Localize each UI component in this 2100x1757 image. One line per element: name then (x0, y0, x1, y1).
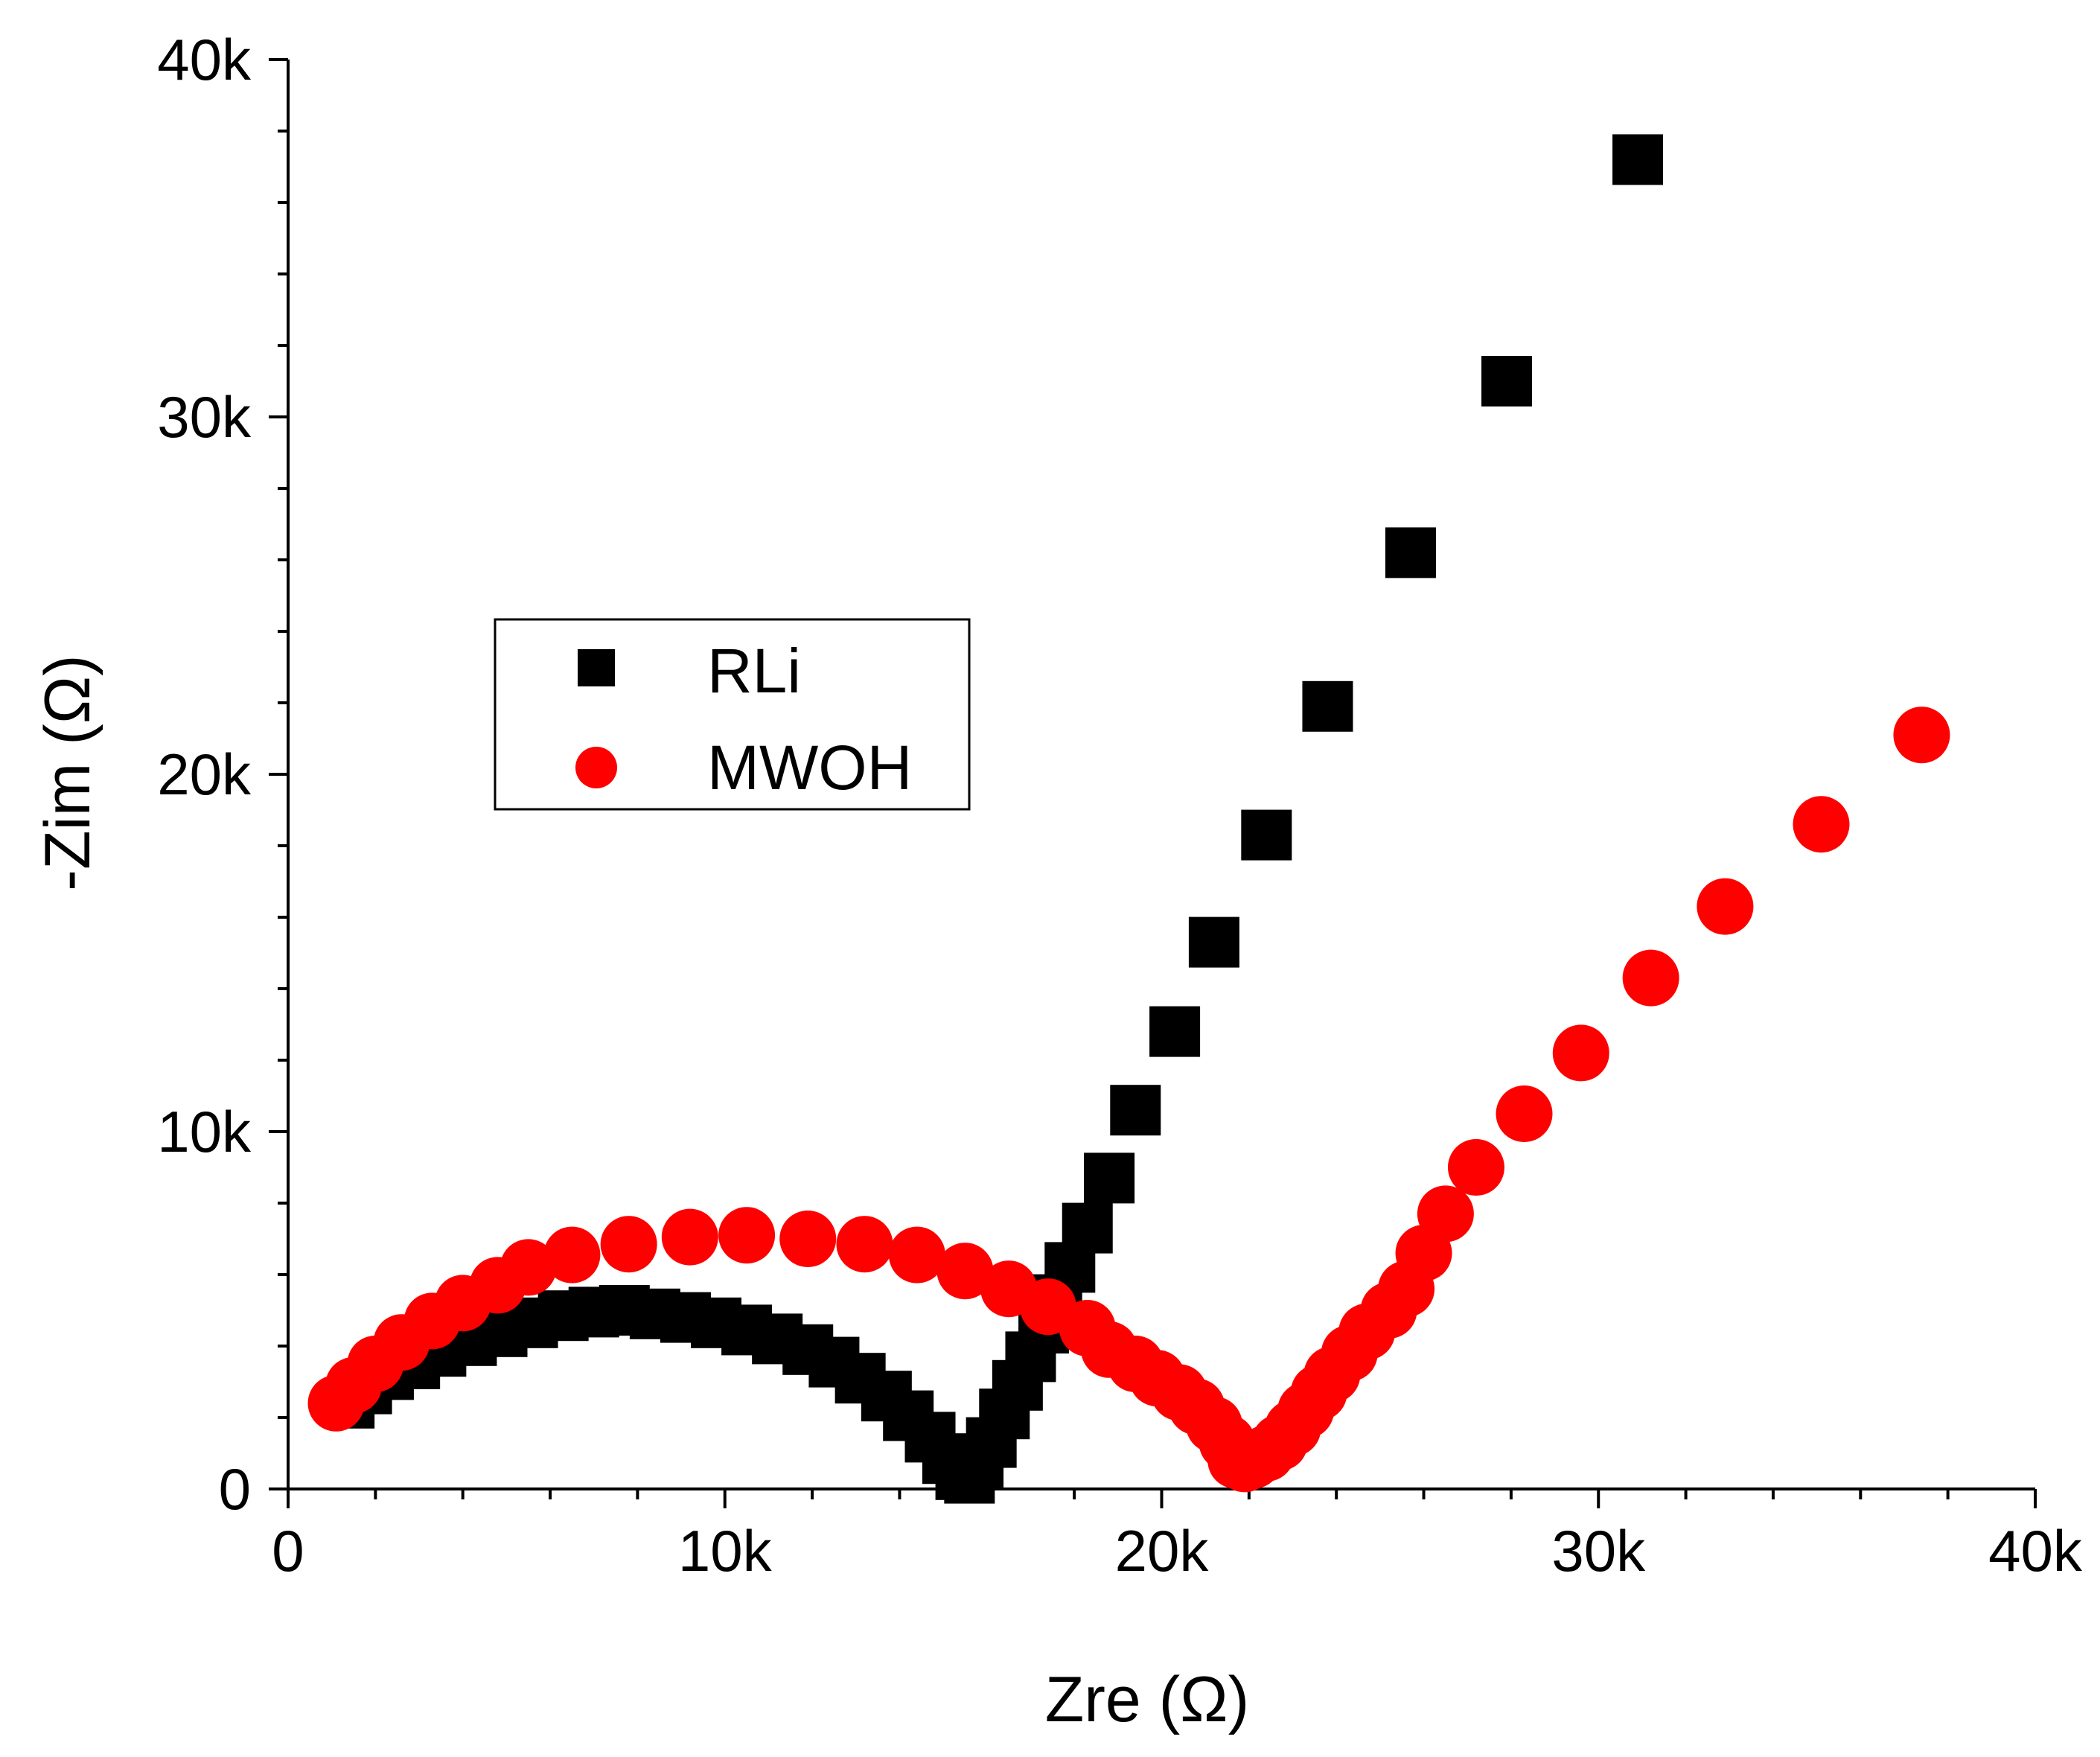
data-point-mwoh (500, 1239, 557, 1296)
data-point-rli (1110, 1085, 1161, 1136)
data-point-mwoh (1622, 949, 1679, 1007)
data-point-mwoh (1447, 1139, 1504, 1196)
legend-label-mwoh: MWOH (707, 733, 912, 803)
legend: RLi MWOH (494, 618, 971, 811)
ticks: 0 10k 20k 30k 40k 0 10k 20k 30k 40k (157, 27, 2083, 1584)
y-tick-label: 20k (157, 742, 252, 807)
data-point-rli (1481, 356, 1533, 406)
data-point-rli (1241, 809, 1292, 861)
data-point-rli (1084, 1152, 1135, 1204)
data-point-mwoh (1552, 1024, 1609, 1082)
data-point-rli (1062, 1202, 1113, 1254)
data-point-rli (1302, 680, 1353, 732)
data-point-mwoh (836, 1216, 893, 1273)
data-point-rli (1188, 916, 1239, 968)
series-layer (307, 134, 1950, 1504)
y-tick-label: 30k (157, 384, 252, 450)
data-point-mwoh (1496, 1085, 1553, 1142)
x-tick-label: 40k (1988, 1518, 2083, 1584)
legend-marker-mwoh (575, 747, 617, 788)
data-point-mwoh (718, 1207, 776, 1264)
y-axis-title: -Zim (Ω) (32, 654, 103, 890)
legend-marker-rli (578, 649, 615, 686)
data-point-mwoh (543, 1226, 601, 1284)
x-tick-label: 20k (1115, 1518, 1210, 1584)
data-point-mwoh (936, 1243, 994, 1300)
data-point-rli (1149, 1006, 1201, 1057)
data-point-mwoh (600, 1216, 657, 1273)
y-tick-label: 40k (157, 27, 252, 92)
x-tick-label: 10k (678, 1518, 773, 1584)
data-point-mwoh (1417, 1185, 1474, 1243)
x-tick-label: 0 (272, 1518, 304, 1584)
data-point-mwoh (1893, 707, 1950, 764)
data-point-mwoh (888, 1226, 945, 1284)
data-point-mwoh (1793, 796, 1850, 853)
x-tick-label: 30k (1551, 1518, 1646, 1584)
y-tick-label: 10k (157, 1099, 252, 1164)
data-point-mwoh (1697, 878, 1754, 935)
legend-label-rli: RLi (707, 636, 801, 706)
x-axis-title: Zre (Ω) (1045, 1664, 1249, 1735)
y-tick-label: 0 (219, 1456, 251, 1522)
data-point-mwoh (779, 1211, 837, 1267)
data-point-mwoh (661, 1208, 718, 1266)
data-point-rli (1385, 527, 1436, 578)
legend-box (494, 618, 971, 811)
data-point-rli (1612, 134, 1664, 185)
series-mwoh (307, 707, 1950, 1493)
